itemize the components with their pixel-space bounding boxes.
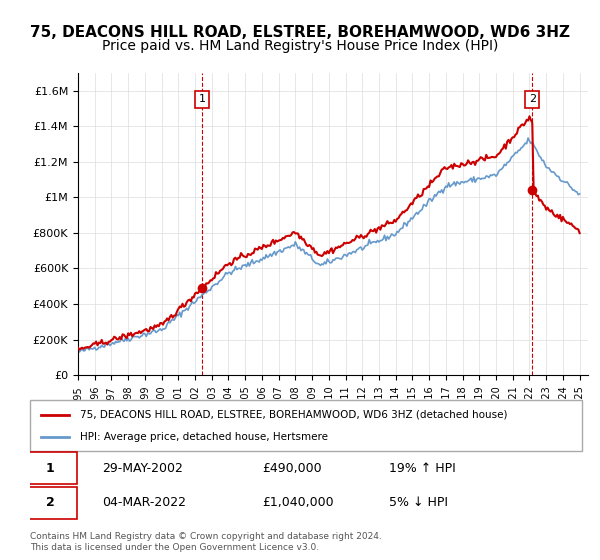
- Text: 75, DEACONS HILL ROAD, ELSTREE, BOREHAMWOOD, WD6 3HZ: 75, DEACONS HILL ROAD, ELSTREE, BOREHAMW…: [30, 25, 570, 40]
- FancyBboxPatch shape: [25, 487, 77, 519]
- Text: Price paid vs. HM Land Registry's House Price Index (HPI): Price paid vs. HM Land Registry's House …: [102, 39, 498, 53]
- Text: 04-MAR-2022: 04-MAR-2022: [102, 497, 186, 510]
- Text: HPI: Average price, detached house, Hertsmere: HPI: Average price, detached house, Hert…: [80, 432, 328, 442]
- FancyBboxPatch shape: [25, 452, 77, 484]
- Text: £490,000: £490,000: [262, 461, 322, 475]
- Text: 1: 1: [46, 461, 55, 475]
- Text: 2: 2: [46, 497, 55, 510]
- Text: 19% ↑ HPI: 19% ↑ HPI: [389, 461, 455, 475]
- Text: 1: 1: [199, 95, 205, 105]
- Text: Contains HM Land Registry data © Crown copyright and database right 2024.
This d: Contains HM Land Registry data © Crown c…: [30, 532, 382, 552]
- Text: 75, DEACONS HILL ROAD, ELSTREE, BOREHAMWOOD, WD6 3HZ (detached house): 75, DEACONS HILL ROAD, ELSTREE, BOREHAMW…: [80, 409, 507, 419]
- Text: 29-MAY-2002: 29-MAY-2002: [102, 461, 182, 475]
- Text: £1,040,000: £1,040,000: [262, 497, 334, 510]
- FancyBboxPatch shape: [30, 400, 582, 451]
- Text: 2: 2: [529, 95, 536, 105]
- Text: 5% ↓ HPI: 5% ↓ HPI: [389, 497, 448, 510]
